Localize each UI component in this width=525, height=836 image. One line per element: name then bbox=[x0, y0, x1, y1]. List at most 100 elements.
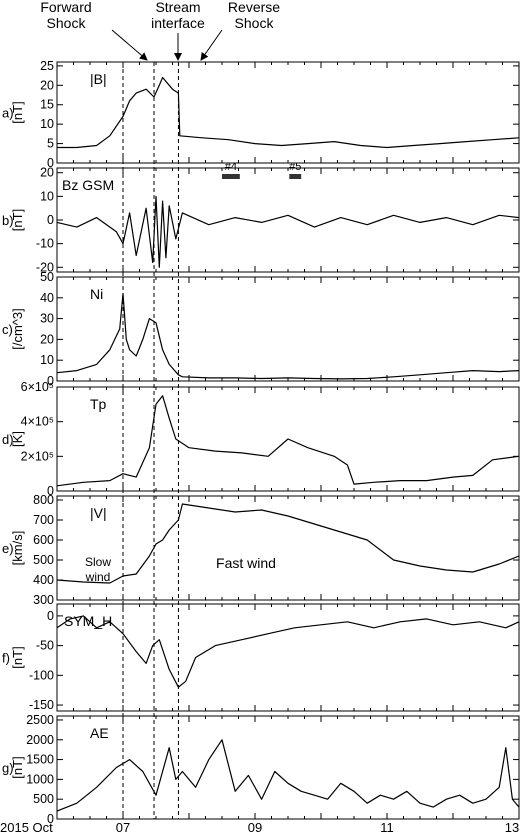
y-tick-label: 20 bbox=[40, 166, 54, 180]
y-axis-label: [km/s] bbox=[10, 531, 25, 566]
panel-frame bbox=[56, 276, 520, 382]
annotation-forward-shock: Forward Shock bbox=[40, 0, 91, 31]
panel-label: a) bbox=[2, 106, 14, 121]
panel-7: 0 500 1000 1500 2000 2500 g)[nT] AE bbox=[2, 713, 520, 826]
panel-4: 0 2×10⁵ 4×10⁵ 6×10⁵ d)[K] Tp bbox=[2, 380, 520, 498]
y-tick-label: 6×10⁵ bbox=[21, 380, 54, 394]
y-tick-label: 300 bbox=[33, 593, 54, 607]
arrow-reverse-shock bbox=[200, 29, 223, 61]
y-tick-label: 2500 bbox=[26, 713, 54, 727]
panel-label: d) bbox=[2, 432, 14, 447]
panel-label: e) bbox=[2, 541, 14, 556]
series-line bbox=[56, 395, 520, 487]
annotation-reverse-shock-line1: Reverse bbox=[228, 0, 280, 15]
y-tick-label: -50 bbox=[36, 639, 54, 653]
y-tick-label: 10 bbox=[40, 117, 54, 131]
y-tick-label: 10 bbox=[40, 353, 54, 367]
panel-frame bbox=[56, 167, 520, 273]
interval-label: #5 bbox=[289, 161, 301, 173]
x-tick-label: 13 bbox=[505, 820, 519, 835]
y-tick-label: 0 bbox=[47, 484, 54, 498]
panel-6: -150 -100 -50 0 f) [nT] SYM_H bbox=[2, 603, 520, 712]
annotation-stream-interface-line2: interface bbox=[151, 15, 205, 31]
panel-label: c) bbox=[2, 322, 13, 337]
panel-frame bbox=[56, 603, 520, 712]
annotation-reverse-shock-line2: Shock bbox=[235, 15, 275, 31]
y-axis-label: [nT] bbox=[10, 646, 25, 668]
slow-wind-label: Slow bbox=[85, 555, 111, 569]
series-line bbox=[56, 293, 520, 380]
panel-frame bbox=[56, 715, 520, 820]
y-tick-label: 30 bbox=[40, 312, 54, 326]
series-line bbox=[57, 76, 520, 149]
series-label: Ni bbox=[90, 286, 103, 302]
interval-bar bbox=[222, 174, 240, 179]
series-line bbox=[56, 739, 520, 812]
y-tick-label: 1000 bbox=[26, 772, 54, 786]
panel-3: 0 10 20 30 40 50 c)[/cm^3] Ni bbox=[2, 270, 520, 388]
y-tick-label: 0 bbox=[47, 812, 54, 826]
y-axis-label: [/cm^3] bbox=[10, 308, 25, 350]
panel-label: b) bbox=[2, 213, 14, 228]
fast-wind-label: Fast wind bbox=[216, 555, 276, 571]
y-axis-label: [nT] bbox=[10, 209, 25, 231]
panel-1: 0 5 10 15 20 25 a)[nT] |B| bbox=[2, 59, 520, 170]
y-tick-label: 0 bbox=[47, 213, 54, 227]
x-tick-label: 07 bbox=[116, 820, 130, 835]
interval-label: #4 bbox=[225, 161, 237, 173]
annotation-forward-shock-line1: Forward bbox=[40, 0, 91, 15]
series-line bbox=[56, 195, 520, 268]
series-line bbox=[56, 503, 520, 584]
x-axis: 2015 Oct 07 09 11 13 bbox=[0, 820, 519, 835]
arrow-forward-shock bbox=[111, 29, 148, 61]
y-tick-label: 500 bbox=[33, 792, 54, 806]
y-axis-label: [nT] bbox=[10, 101, 25, 123]
date-prefix: 2015 Oct bbox=[0, 820, 53, 835]
panel-frame bbox=[56, 61, 520, 164]
y-tick-label: -100 bbox=[29, 668, 54, 682]
y-axis-label: [K] bbox=[10, 431, 25, 447]
series-label: |B| bbox=[90, 71, 107, 87]
y-tick-label: 25 bbox=[40, 59, 54, 73]
y-tick-label: -150 bbox=[29, 698, 54, 712]
y-tick-label: 15 bbox=[40, 98, 54, 112]
x-tick-label: 09 bbox=[248, 820, 262, 835]
panel-frame bbox=[56, 495, 520, 601]
annotation-stream-interface: Stream interface bbox=[151, 0, 205, 31]
series-label: SYM_H bbox=[64, 613, 112, 629]
annotation-forward-shock-line2: Shock bbox=[47, 15, 87, 31]
y-tick-label: 0 bbox=[47, 609, 54, 623]
series-line bbox=[56, 615, 520, 688]
series-label: |V| bbox=[90, 505, 107, 521]
y-tick-label: 800 bbox=[33, 493, 54, 507]
y-tick-label: 50 bbox=[40, 270, 54, 284]
y-tick-label: -10 bbox=[36, 237, 54, 251]
y-tick-label: 5 bbox=[47, 137, 54, 151]
y-tick-label: 2000 bbox=[26, 733, 54, 747]
y-tick-label: 2×10⁵ bbox=[21, 449, 54, 463]
series-label: AE bbox=[90, 725, 109, 741]
annotation-stream-interface-line1: Stream bbox=[155, 0, 200, 15]
x-tick-label: 11 bbox=[380, 820, 394, 835]
annotation-reverse-shock: Reverse Shock bbox=[228, 0, 280, 31]
interval-bar bbox=[289, 174, 302, 179]
y-tick-label: -20 bbox=[36, 260, 54, 274]
y-tick-label: 10 bbox=[40, 189, 54, 203]
y-tick-label: 400 bbox=[33, 573, 54, 587]
panel-2: -20 -10 0 10 20 b)[nT] Bz GSM #4 #5 bbox=[2, 161, 520, 274]
y-tick-label: 40 bbox=[40, 291, 54, 305]
y-tick-label: 20 bbox=[40, 332, 54, 346]
y-tick-label: 600 bbox=[33, 533, 54, 547]
event-lines bbox=[122, 62, 179, 819]
panel-label: f) bbox=[2, 651, 10, 666]
y-tick-label: 700 bbox=[33, 513, 54, 527]
y-tick-label: 1500 bbox=[26, 753, 54, 767]
y-tick-label: 0 bbox=[47, 374, 54, 388]
series-label: Bz GSM bbox=[62, 177, 114, 193]
y-axis-label: [nT] bbox=[10, 756, 25, 778]
series-label: Tp bbox=[90, 396, 107, 412]
panel-label: g) bbox=[2, 761, 14, 776]
